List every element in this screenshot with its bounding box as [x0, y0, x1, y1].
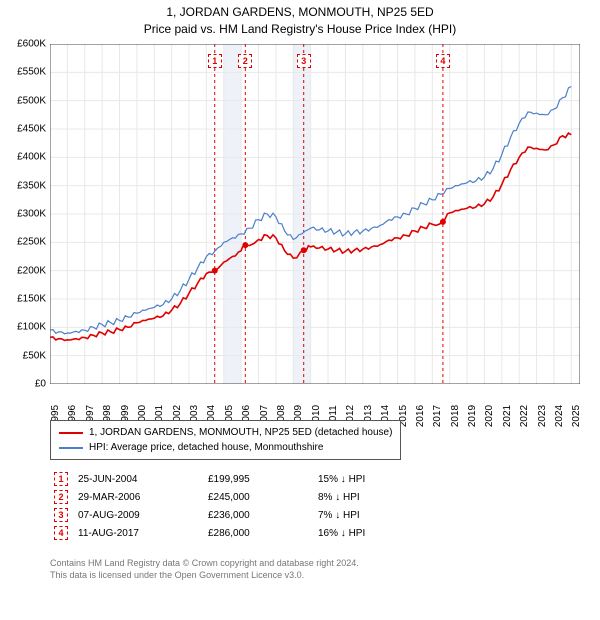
- sale-delta: 8% ↓ HPI: [318, 492, 418, 503]
- y-axis-label: £150K: [17, 294, 46, 305]
- legend-swatch: [59, 447, 83, 449]
- x-axis-label: 2025: [571, 405, 582, 427]
- sale-marker-box: 4: [436, 54, 450, 68]
- legend-label: HPI: Average price, detached house, Monm…: [89, 440, 323, 455]
- y-axis-label: £400K: [17, 152, 46, 163]
- sale-date: 25-JUN-2004: [78, 474, 208, 485]
- y-axis-label: £50K: [23, 350, 46, 361]
- plot-area: [50, 44, 580, 384]
- x-axis-label: 2021: [502, 405, 513, 427]
- y-axis-label: £200K: [17, 265, 46, 276]
- x-axis-label: 2017: [432, 405, 443, 427]
- sale-marker-box: 1: [208, 54, 222, 68]
- title-line-2: Price paid vs. HM Land Registry's House …: [0, 21, 600, 38]
- sale-marker-box: 2: [238, 54, 252, 68]
- sale-marker-dot: [242, 242, 248, 248]
- x-axis-label: 2019: [467, 405, 478, 427]
- sale-delta: 7% ↓ HPI: [318, 510, 418, 521]
- sale-marker-dot: [212, 268, 218, 274]
- x-axis-label: 2018: [450, 405, 461, 427]
- sale-date: 29-MAR-2006: [78, 492, 208, 503]
- sale-price: £199,995: [208, 474, 318, 485]
- y-axis-label: £0: [35, 379, 46, 390]
- sale-marker-dot: [301, 247, 307, 253]
- sales-row: 1 25-JUN-2004£199,99515% ↓ HPI: [50, 470, 418, 488]
- y-axis-label: £450K: [17, 124, 46, 135]
- sale-price: £245,000: [208, 492, 318, 503]
- x-axis-label: 2023: [537, 405, 548, 427]
- legend-label: 1, JORDAN GARDENS, MONMOUTH, NP25 5ED (d…: [89, 425, 392, 440]
- y-axis-label: £100K: [17, 322, 46, 333]
- sale-date: 07-AUG-2009: [78, 510, 208, 521]
- sale-delta: 16% ↓ HPI: [318, 528, 418, 539]
- sale-date: 11-AUG-2017: [78, 528, 208, 539]
- sale-price: £286,000: [208, 528, 318, 539]
- sale-marker-dot: [440, 219, 446, 225]
- y-axis-label: £250K: [17, 237, 46, 248]
- footnote-line: This data is licensed under the Open Gov…: [50, 570, 359, 582]
- sale-marker-box: 4: [54, 526, 68, 540]
- sale-marker-box: 3: [54, 508, 68, 522]
- x-axis-label: 2024: [554, 405, 565, 427]
- y-axis-label: £500K: [17, 95, 46, 106]
- legend-row: 1, JORDAN GARDENS, MONMOUTH, NP25 5ED (d…: [59, 425, 392, 440]
- y-axis-label: £300K: [17, 209, 46, 220]
- sale-marker-box: 1: [54, 472, 68, 486]
- sales-row: 3 07-AUG-2009£236,0007% ↓ HPI: [50, 506, 418, 524]
- sales-row: 2 29-MAR-2006£245,0008% ↓ HPI: [50, 488, 418, 506]
- legend-swatch: [59, 432, 83, 434]
- y-axis-label: £350K: [17, 180, 46, 191]
- sale-delta: 15% ↓ HPI: [318, 474, 418, 485]
- y-axis-label: £550K: [17, 67, 46, 78]
- sales-row: 4 11-AUG-2017£286,00016% ↓ HPI: [50, 524, 418, 542]
- sale-marker-box: 3: [297, 54, 311, 68]
- footnote-line: Contains HM Land Registry data © Crown c…: [50, 558, 359, 570]
- x-axis-label: 2020: [484, 405, 495, 427]
- x-axis-label: 2022: [519, 405, 530, 427]
- sale-marker-box: 2: [54, 490, 68, 504]
- sale-price: £236,000: [208, 510, 318, 521]
- legend-row: HPI: Average price, detached house, Monm…: [59, 440, 392, 455]
- y-axis-label: £600K: [17, 39, 46, 50]
- title-block: 1, JORDAN GARDENS, MONMOUTH, NP25 5ED Pr…: [0, 0, 600, 38]
- x-axis-label: 2016: [415, 405, 426, 427]
- title-line-1: 1, JORDAN GARDENS, MONMOUTH, NP25 5ED: [0, 4, 600, 21]
